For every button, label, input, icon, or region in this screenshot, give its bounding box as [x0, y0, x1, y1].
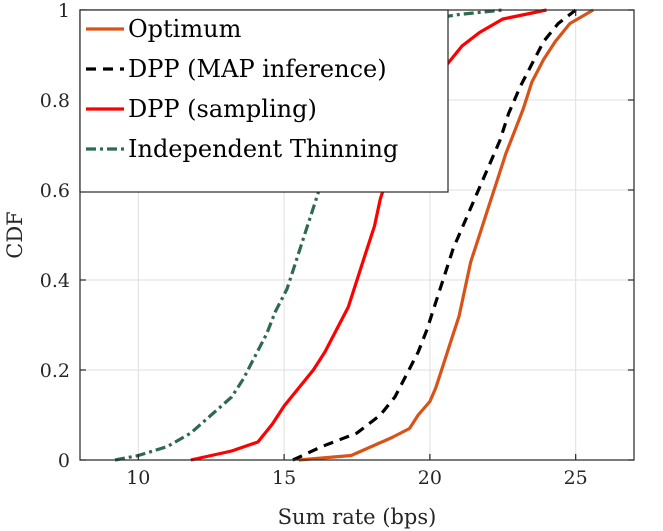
x-tick-label: 20 [418, 467, 442, 489]
y-tick-label: 0.6 [40, 180, 70, 202]
legend-label-1: DPP (MAP inference) [128, 55, 387, 83]
y-tick-label: 0.2 [40, 360, 70, 382]
legend-label-3: Independent Thinning [128, 135, 398, 163]
y-tick-label: 0.4 [40, 270, 70, 292]
y-axis-label: CDF [3, 211, 27, 258]
legend-label-0: Optimum [128, 15, 242, 43]
series-line-2 [190, 8, 547, 462]
legend-label-2: DPP (sampling) [128, 95, 317, 123]
legend: Optimum DPP (MAP inference) DPP (sampling)… [79, 9, 449, 193]
x-axis-label: Sum rate (bps) [278, 505, 437, 529]
x-tick-label: 25 [564, 467, 588, 489]
x-tick-label: 10 [126, 467, 150, 489]
x-tick-label: 15 [272, 467, 296, 489]
y-tick-label: 1 [58, 0, 70, 22]
y-tick-label: 0.8 [40, 90, 70, 112]
series-line-0 [298, 8, 595, 462]
y-tick-label: 0 [58, 450, 70, 472]
legend-box [79, 9, 449, 193]
series-line-1 [292, 8, 577, 462]
